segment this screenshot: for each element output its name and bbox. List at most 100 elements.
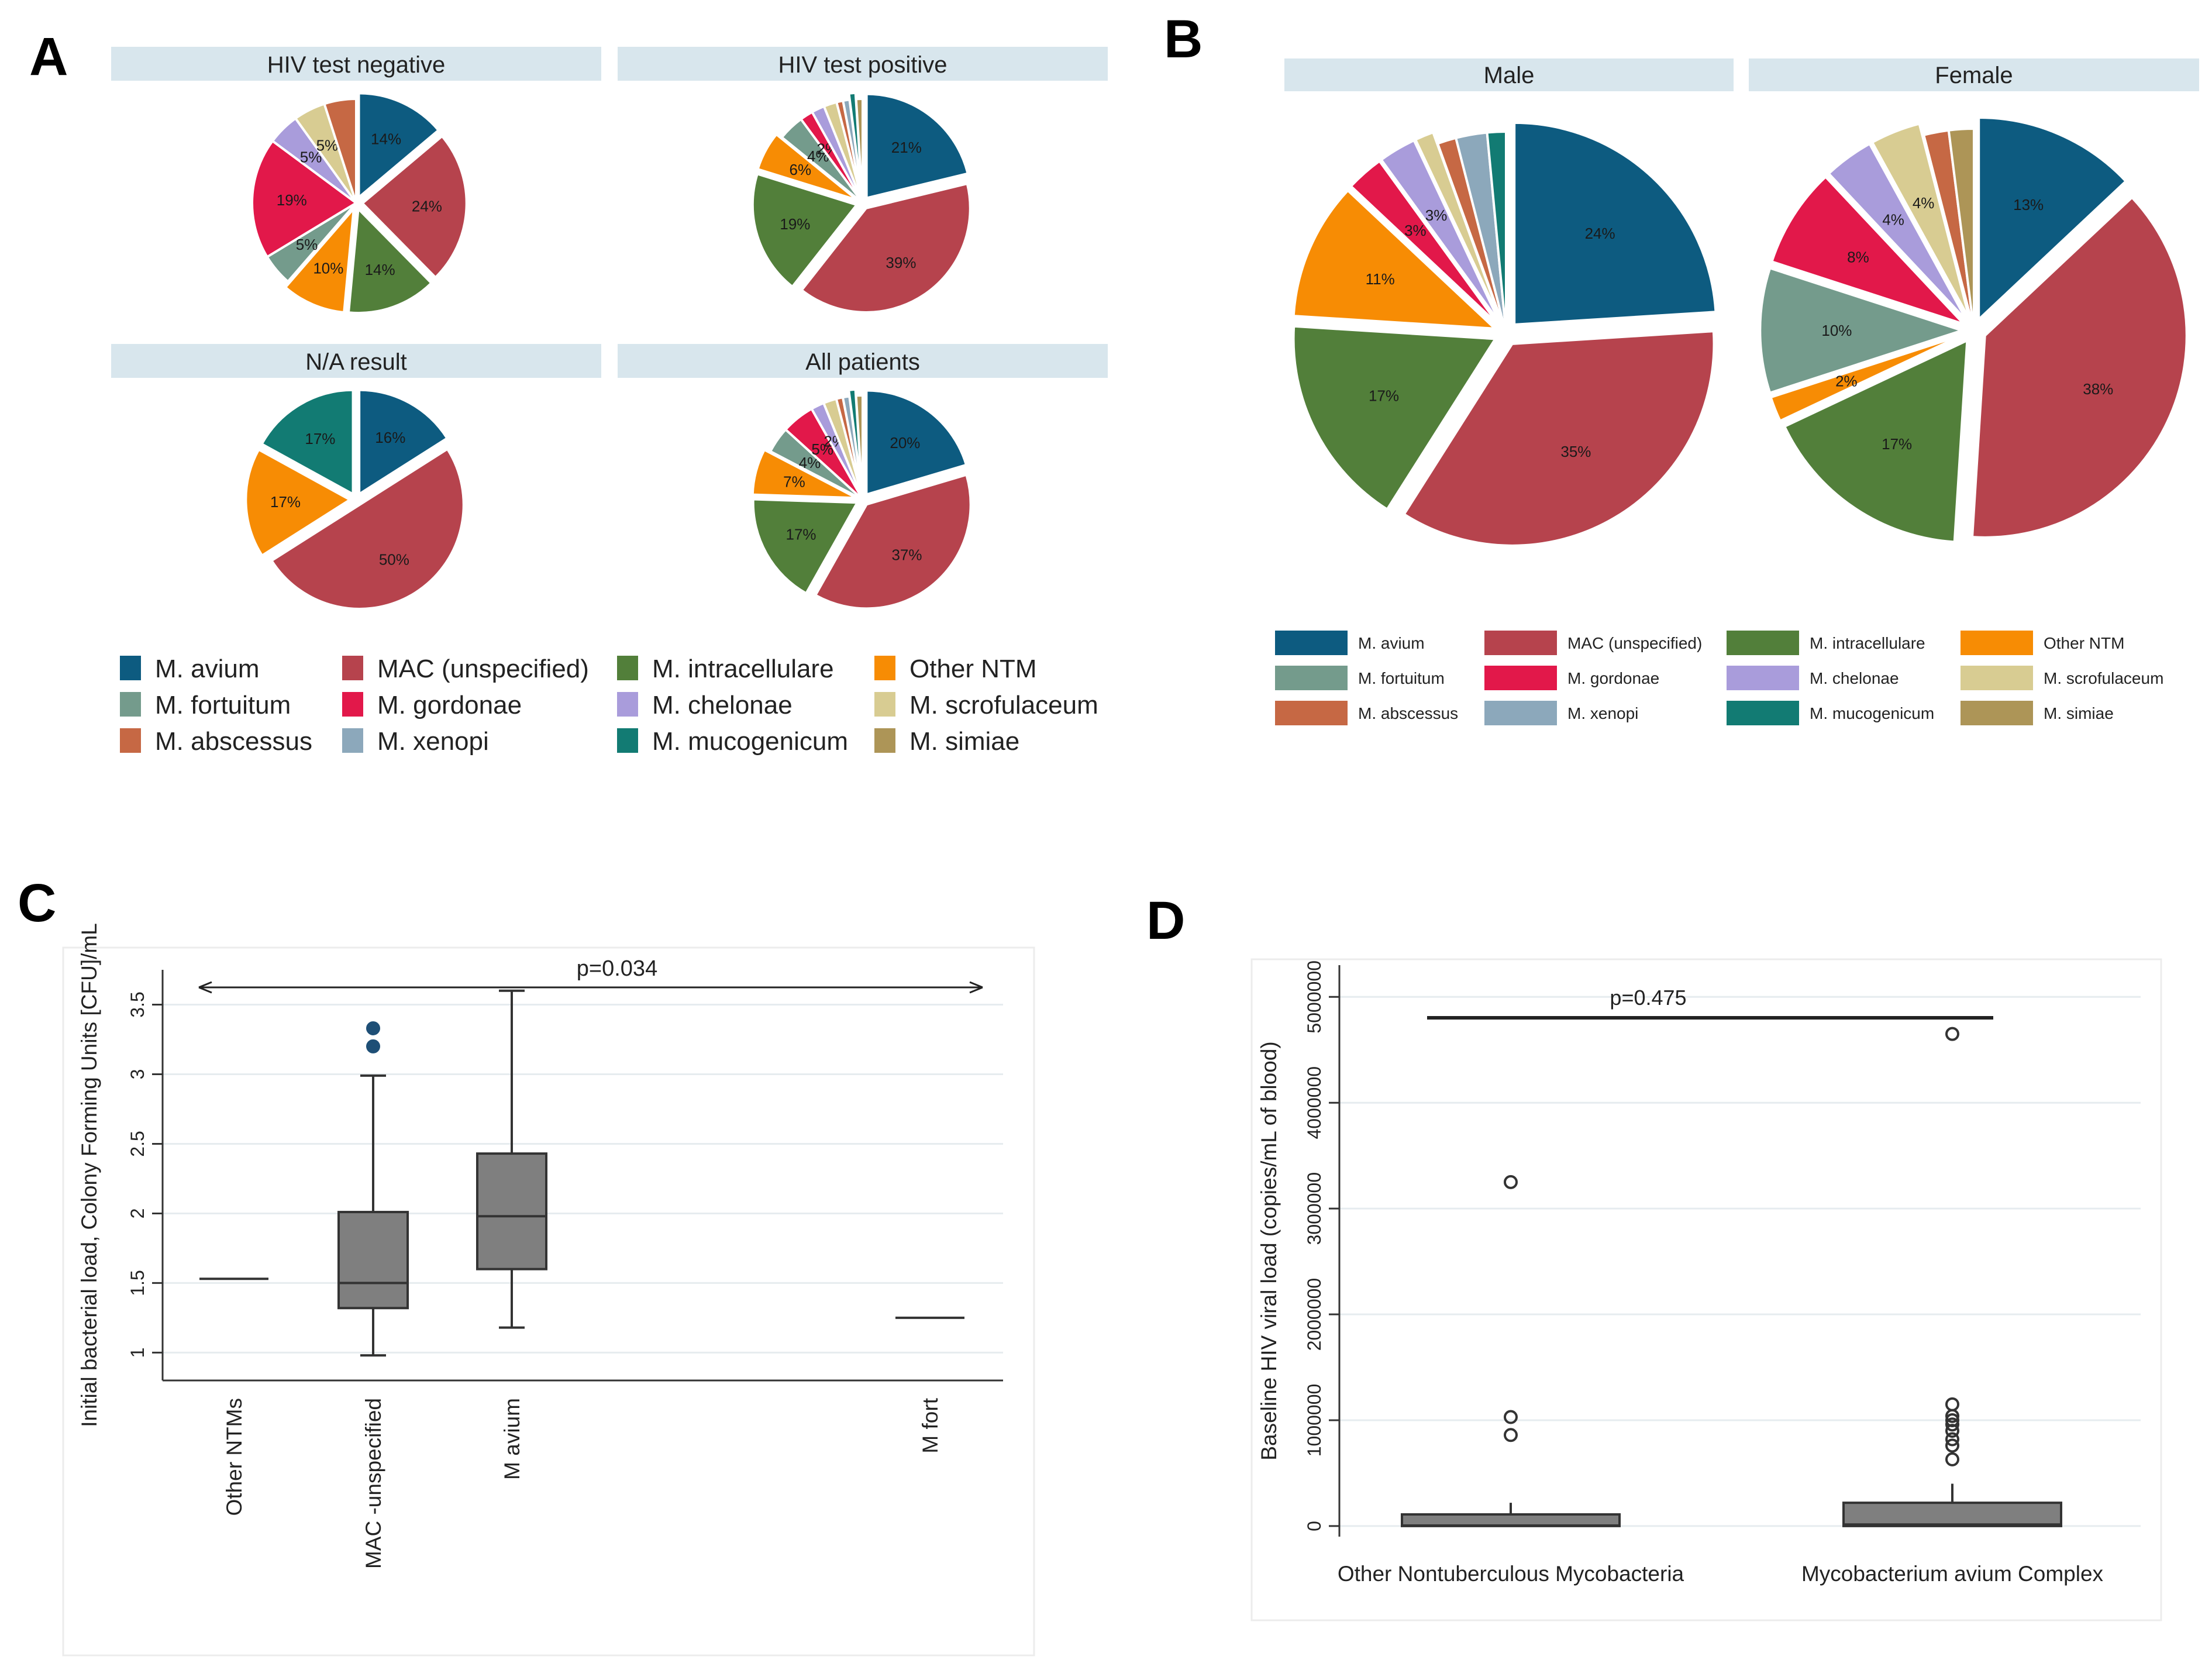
- pie-slice-m-mucogenicum: [847, 91, 863, 197]
- pie-title: HIV test positive: [778, 52, 947, 78]
- pie-slice-other-ntm: [751, 448, 857, 500]
- pie-slice-label: 10%: [1821, 322, 1852, 339]
- legend-item-other-ntm: Other NTM: [1961, 631, 2124, 655]
- panel-letter-d: D: [1146, 891, 1185, 951]
- pie-slice-label: 37%: [891, 546, 922, 564]
- iqr-box: [476, 1152, 547, 1270]
- legend-swatch: [874, 728, 895, 753]
- pie-slices: 14%24%14%10%5%19%5%5%: [251, 92, 468, 314]
- legend-item-m-fortuitum: M. fortuitum: [1275, 666, 1445, 690]
- legend-swatch: [120, 656, 141, 680]
- pie-hiv-positive: HIV test positive 21%39%19%6%4%2%: [618, 47, 1108, 314]
- pie-slice-m-intracellulare: [1292, 325, 1498, 511]
- pie-slice-label: 17%: [1369, 387, 1399, 405]
- pie-slice-label: 16%: [375, 429, 405, 446]
- legend-label: M. gordonae: [1567, 669, 1659, 687]
- y-tick-label: 0: [1304, 1521, 1325, 1531]
- panel-b: Male 24% 35% 17% 11% 3%3% Female 13% 38% 17% 2%…: [1275, 58, 2199, 725]
- outlier-point: [1945, 1452, 1959, 1466]
- legend-swatch: [874, 692, 895, 717]
- legend-item-m-scrofulaceum: M. scrofulaceum: [874, 691, 1098, 719]
- legend-item-m-avium: M. avium: [120, 655, 259, 683]
- legend-item-m-simiae: M. simiae: [874, 727, 1019, 756]
- pie-slice-other-ntm: [1769, 333, 1963, 423]
- pie-slice-m-fortuitum: [1759, 266, 1966, 395]
- y-tick-label: 1.5: [127, 1270, 148, 1296]
- panel-c: 1 1.5 2 2.5 3 3.5 Initial bacterial load, Colo…: [62, 923, 1035, 1657]
- legend-label: M. intracellulare: [652, 655, 834, 683]
- x-tick-label: Other Nontuberculous Mycobacteria: [1338, 1562, 1684, 1586]
- legend-item-m-simiae: M. simiae: [1961, 701, 2114, 725]
- pie-slice-label: 35%: [1560, 443, 1591, 460]
- legend-label: M. chelonae: [652, 691, 793, 719]
- pie-slice-m-intracellulare: [752, 498, 860, 595]
- legend-item-m-intracellulare: M. intracellulare: [617, 655, 834, 683]
- pie-slice-m-avium: [357, 92, 440, 200]
- pie-slices: 20%37%17%7%4%5%2%: [751, 388, 972, 610]
- pie-slice-label: 13%: [2013, 196, 2044, 214]
- y-tick-label: 3: [127, 1069, 148, 1080]
- legend-label: MAC (unspecified): [377, 655, 589, 683]
- outlier-point: [1504, 1410, 1518, 1424]
- pie-title-strip: [111, 344, 601, 378]
- legend-item-other-ntm: Other NTM: [874, 655, 1037, 683]
- p-value-label: p=0.034: [577, 956, 657, 981]
- pie-slice-mac-unspecified: [270, 447, 465, 610]
- pie-slice-mac-unspecified: [814, 473, 972, 610]
- pie-slice-other-ntm: [284, 205, 356, 314]
- pie-all-patients: All patients 20%37%17%7%4%5%2%: [618, 344, 1108, 610]
- legend-item-m-chelonae: M. chelonae: [617, 691, 793, 719]
- pie-title: HIV test negative: [267, 52, 446, 78]
- y-tick-label: 5000000: [1304, 960, 1325, 1034]
- legend-swatch: [1961, 631, 2033, 655]
- pie-slice-label: 7%: [783, 473, 805, 490]
- pie-slice-mac-unspecified: [360, 135, 468, 280]
- pie-slice-label: 24%: [1585, 225, 1615, 242]
- outlier-point: [1504, 1428, 1518, 1442]
- legend-swatch: [1484, 631, 1557, 655]
- legend-swatch: [342, 692, 363, 717]
- pie-slice-m-avium: [865, 389, 968, 497]
- y-tick-label: 2.5: [127, 1131, 148, 1156]
- box-group-other-nontuberculous-mycobacteria: Other Nontuberculous Mycobacteria: [1338, 1175, 1684, 1586]
- legend-label: M. mucogenicum: [1810, 704, 1934, 722]
- legend-label: M. chelonae: [1810, 669, 1899, 687]
- x-tick-label: Other NTMs: [222, 1398, 246, 1516]
- panel-a: HIV test negative 14%24%14%10%5%19%5%5% …: [111, 47, 1108, 756]
- pie-title: Female: [1935, 63, 2013, 88]
- legend-item-m-mucogenicum: M. mucogenicum: [1727, 701, 1934, 725]
- legend-label: M. simiae: [2044, 704, 2114, 722]
- legend-label: M. fortuitum: [1358, 669, 1445, 687]
- legend-swatch: [1484, 701, 1557, 725]
- y-tick-label: 2: [127, 1208, 148, 1219]
- pie-slice-label: 11%: [1366, 270, 1395, 288]
- outlier-point: [1945, 1432, 1959, 1447]
- pie-slice-label: 20%: [890, 434, 920, 452]
- pie-slice-m-simiae: [855, 97, 864, 204]
- y-axis-label: Baseline HIV viral load (copies/mL of bl…: [1257, 1041, 1281, 1460]
- pie-slice-m-mucogenicum: [260, 388, 354, 497]
- pie-slice-other-ntm: [244, 447, 353, 557]
- pie-title: N/A result: [305, 349, 406, 375]
- outlier-point: [1945, 1413, 1959, 1427]
- legend-item-mac-unspecified: MAC (unspecified): [342, 655, 589, 683]
- pie-slice-label: 5%: [296, 236, 318, 253]
- legend-label: M. xenopi: [1567, 704, 1638, 722]
- pie-slice-m-gordonae: [251, 139, 359, 259]
- pie-hiv-negative: HIV test negative 14%24%14%10%5%19%5%5%: [111, 47, 601, 314]
- pie-slice-m-gordonae: [1349, 159, 1499, 325]
- legend-label: Other NTM: [2044, 634, 2124, 652]
- legend-swatch: [617, 692, 638, 717]
- arrowhead-left: [198, 981, 212, 994]
- pie-slice-m-gordonae: [1770, 175, 1965, 325]
- pie-slice-other-ntm: [1292, 188, 1498, 330]
- legend-item-m-mucogenicum: M. mucogenicum: [617, 727, 848, 756]
- panel-letter-c: C: [18, 873, 56, 933]
- pie-slice-label: 3%: [1404, 222, 1427, 239]
- x-tick-label: M avium: [500, 1398, 524, 1480]
- outlier-point: [1945, 1397, 1959, 1411]
- box-group-mycobacterium-avium-complex: Mycobacterium avium Complex: [1801, 1027, 2104, 1586]
- pie-slice-m-simiae: [855, 394, 864, 500]
- legend-label: M. scrofulaceum: [2044, 669, 2163, 687]
- pie-slice-m-scrofulaceum: [1870, 122, 1971, 320]
